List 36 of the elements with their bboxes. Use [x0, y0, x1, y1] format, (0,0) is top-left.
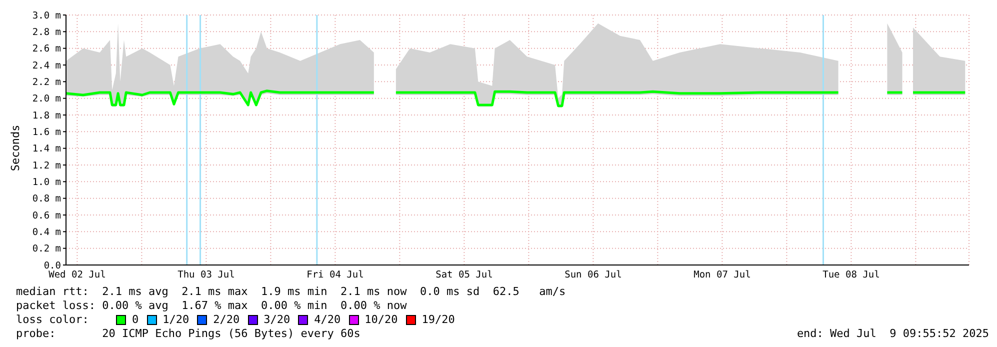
- y-tick-label: 3.0 m: [32, 10, 62, 22]
- x-tick-label: Mon 07 Jul: [694, 270, 751, 281]
- y-tick-label: 1.6 m: [32, 127, 62, 138]
- y-tick-label: 2.4 m: [32, 60, 62, 72]
- legend-label: 0: [131, 313, 139, 327]
- y-tick-label: 2.0 m: [32, 94, 62, 105]
- legend-label: 2/20: [212, 313, 240, 327]
- y-tick-label: 2.8 m: [32, 27, 62, 38]
- y-tick-label: 1.4 m: [32, 144, 62, 155]
- y-tick-label: 0.8 m: [32, 194, 62, 205]
- x-tick-label: Wed 02 Jul: [48, 270, 106, 281]
- x-tick-label: Thu 03 Jul: [178, 270, 235, 281]
- legend-label: 4/20: [313, 313, 341, 327]
- text: end: Wed Jul 9 09:55:52 2025: [796, 327, 989, 341]
- y-tick-label: 2.6 m: [32, 44, 62, 55]
- y-tick-label: 1.0 m: [32, 177, 62, 188]
- legend-label: 19/20: [420, 313, 455, 327]
- y-tick-label: 0.6 m: [32, 210, 62, 222]
- y-tick-label: 0.4 m: [32, 227, 62, 238]
- y-tick-label: 0.2 m: [32, 244, 62, 255]
- legend-label: 3/20: [262, 313, 290, 327]
- legend-title: loss color:: [16, 313, 90, 327]
- x-tick-label: Sun 06 Jul: [564, 270, 622, 281]
- x-tick-label: Tue 08 Jul: [822, 270, 880, 281]
- text: probe: 20 ICMP Echo Pings (56 Bytes) every 60s: [16, 327, 360, 341]
- x-tick-label: Sat 05 Jul: [436, 270, 493, 281]
- y-tick-label: 0.0: [44, 260, 62, 272]
- y-tick-label: 1.2 m: [32, 160, 62, 172]
- text: packet loss: 0.00 % avg 1.67 % max 0.00 % min 0.00 % now: [16, 299, 408, 313]
- text: median rtt: 2.1 ms avg 2.1 ms max 1.9 ms min 2.1 ms now 0.0 ms sd 62.5 am/s: [16, 285, 567, 299]
- y-tick-label: 2.2 m: [32, 77, 62, 88]
- legend-label: 10/20: [364, 313, 398, 327]
- legend-label: 1/20: [162, 313, 190, 327]
- y-axis-title: Seconds: [9, 124, 22, 172]
- y-tick-label: 1.8 m: [32, 110, 62, 122]
- x-tick-label: Fri 04 Jul: [306, 270, 364, 281]
